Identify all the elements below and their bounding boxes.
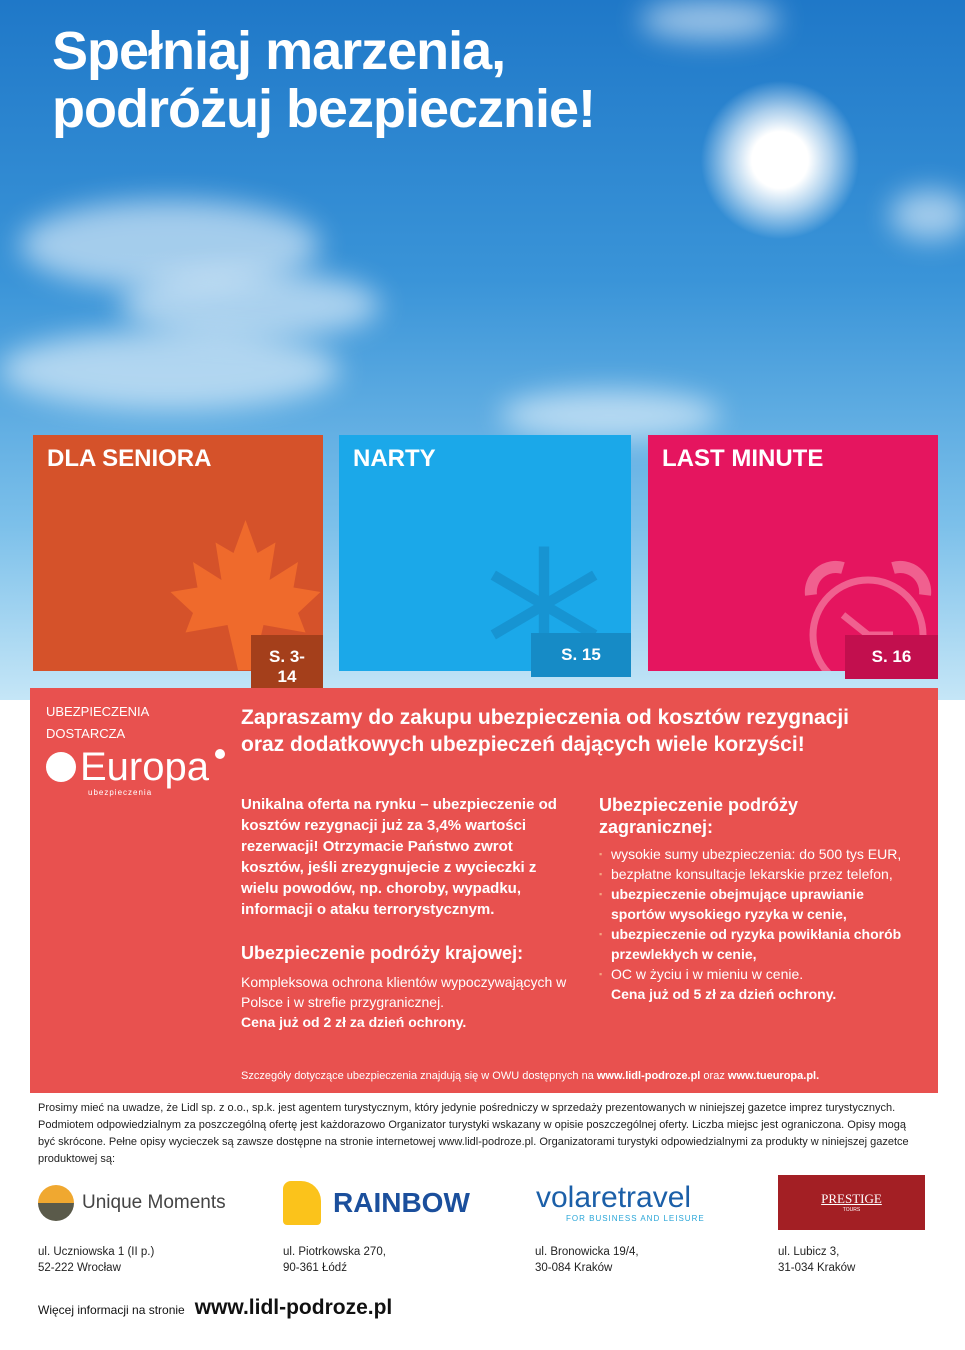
rainbow-logo: RAINBOW: [283, 1175, 470, 1230]
sun: [700, 80, 860, 240]
page-badge: S. 15: [531, 633, 631, 677]
cloud: [500, 390, 720, 440]
prestige-logo: PRESTIGE TOURS: [778, 1175, 925, 1230]
tile-ski[interactable]: NARTY S. 15: [339, 435, 631, 677]
europa-logo: Europa ubezpieczenia: [46, 746, 225, 798]
disclaimer: Prosimy mieć na uwadze, że Lidl sp. z o.…: [38, 1102, 909, 1165]
list-item: OC w życiu i w mieniu w cenie.: [599, 964, 921, 984]
unique-moments-logo: Unique Moments: [38, 1175, 226, 1230]
maple-leaf-icon: [170, 520, 321, 670]
europa-logo-dot: [214, 749, 225, 759]
tile-seniors[interactable]: DLA SENIORA S. 3-14: [33, 435, 323, 699]
cloud: [0, 330, 340, 410]
cloud: [120, 270, 380, 340]
cloud: [640, 0, 780, 40]
rainbow-logo-icon: [283, 1180, 321, 1225]
list-item: wysokie sumy ubezpieczenia: do 500 tys E…: [599, 844, 921, 864]
unique-moments-logo-icon: [38, 1184, 74, 1221]
europa-logo-icon: [46, 752, 76, 782]
insurance-section: UBEZPIECZENIA DOSTARCZA Europa ubezpiecz…: [30, 688, 938, 1093]
foreign-benefits-list: wysokie sumy ubezpieczenia: do 500 tys E…: [599, 844, 921, 984]
tueuropa-link[interactable]: www.tueuropa.pl.: [727, 1070, 820, 1082]
tile-last-minute[interactable]: LAST MINUTE S. 16: [648, 435, 938, 679]
lidl-podroze-url[interactable]: www.lidl-podroze.pl: [194, 1296, 393, 1319]
list-item: ubezpieczenie od ryzyka powikłania choró…: [599, 924, 921, 964]
volare-travel-logo: volaretravel FOR BUSINESS AND LEISURE: [536, 1180, 705, 1223]
lidl-podroze-link[interactable]: www.lidl-podroze.pl: [596, 1070, 701, 1082]
more-info: Więcej informacji na stronie www.lidl-po…: [38, 1296, 393, 1319]
list-item: bezpłatne konsultacje lekarskie przez te…: [599, 864, 921, 884]
headline: Spełniaj marzenia, podróżuj bezpiecznie!: [52, 21, 596, 139]
page-badge: S. 16: [845, 635, 938, 679]
cloud: [890, 190, 965, 240]
list-item: ubezpieczenie obejmujące uprawianie spor…: [599, 884, 921, 924]
insurance-footer: Szczegóły dotyczące ubezpieczenia znajdu…: [241, 1070, 820, 1082]
